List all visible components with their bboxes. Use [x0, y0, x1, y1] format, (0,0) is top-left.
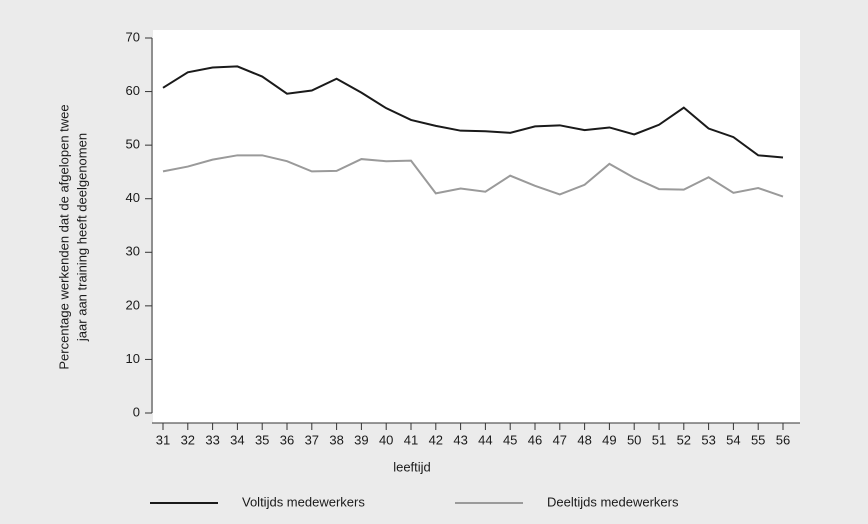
- y-axis-label: Percentage werkenden dat de afgelopen tw…: [56, 104, 71, 369]
- x-tick-label: 35: [255, 432, 269, 447]
- y-tick-label: 0: [133, 404, 140, 419]
- x-tick-label: 37: [305, 432, 319, 447]
- x-tick-label: 33: [205, 432, 219, 447]
- x-tick-label: 44: [478, 432, 492, 447]
- x-tick-label: 34: [230, 432, 244, 447]
- x-tick-label: 56: [776, 432, 790, 447]
- y-axis-label: jaar aan training heeft deelgenomen: [74, 133, 89, 342]
- x-tick-label: 48: [577, 432, 591, 447]
- x-tick-label: 36: [280, 432, 294, 447]
- x-tick-label: 54: [726, 432, 740, 447]
- x-tick-label: 52: [677, 432, 691, 447]
- x-tick-label: 39: [354, 432, 368, 447]
- x-tick-label: 31: [156, 432, 170, 447]
- plot-area: [153, 30, 800, 423]
- x-tick-label: 46: [528, 432, 542, 447]
- x-tick-label: 47: [553, 432, 567, 447]
- x-tick-label: 51: [652, 432, 666, 447]
- y-tick-label: 10: [126, 351, 140, 366]
- x-tick-label: 40: [379, 432, 393, 447]
- x-tick-label: 38: [329, 432, 343, 447]
- series-line: [162, 65, 784, 159]
- x-tick-label: 53: [701, 432, 715, 447]
- y-tick-label: 50: [126, 137, 140, 152]
- y-tick-label: 40: [126, 190, 140, 205]
- legend-label: Deeltijds medewerkers: [547, 494, 679, 509]
- x-tick-label: 50: [627, 432, 641, 447]
- x-axis-label: leeftijd: [393, 459, 431, 474]
- x-tick-label: 49: [602, 432, 616, 447]
- y-tick-label: 20: [126, 297, 140, 312]
- x-tick-label: 41: [404, 432, 418, 447]
- y-tick-label: 70: [126, 29, 140, 44]
- y-tick-label: 30: [126, 244, 140, 259]
- x-tick-label: 43: [453, 432, 467, 447]
- x-tick-label: 42: [429, 432, 443, 447]
- x-tick-label: 45: [503, 432, 517, 447]
- legend-label: Voltijds medewerkers: [242, 494, 365, 509]
- series-line: [162, 154, 784, 198]
- x-tick-label: 32: [181, 432, 195, 447]
- y-tick-label: 60: [126, 83, 140, 98]
- x-tick-label: 55: [751, 432, 765, 447]
